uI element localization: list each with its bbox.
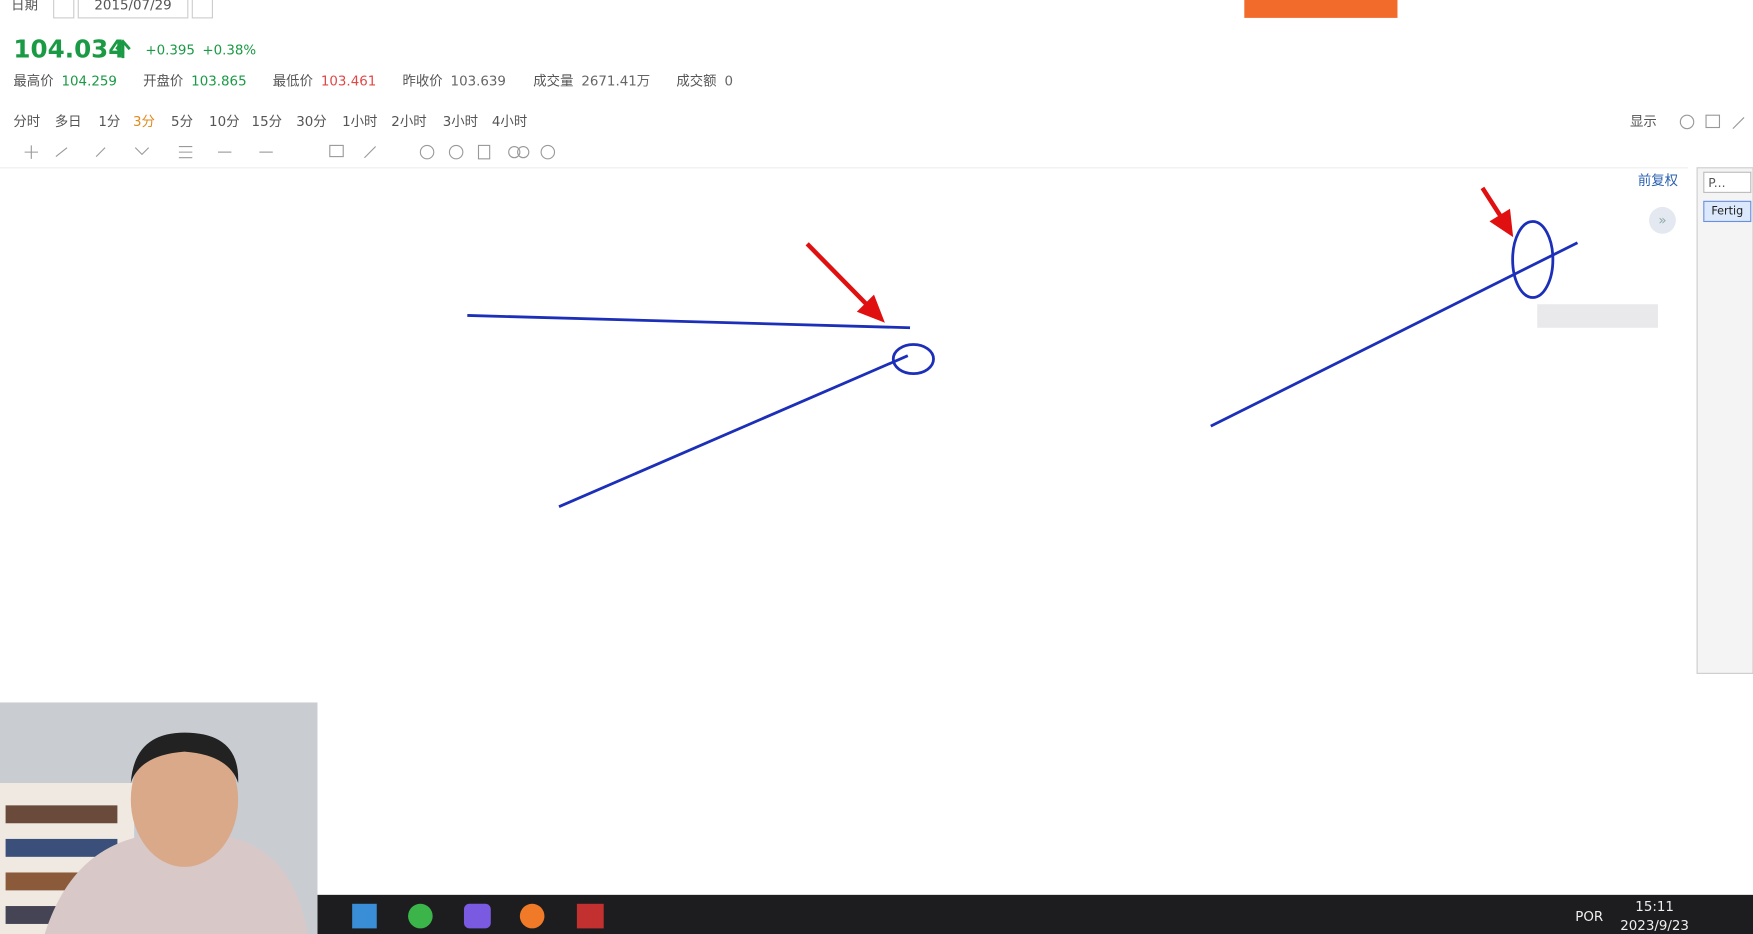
period-tab: 4小时 — [492, 114, 527, 130]
stat-label: 成交量 — [533, 73, 573, 90]
stat-value: 104.259 — [61, 75, 116, 90]
language[interactable]: POR — [1575, 910, 1603, 925]
period-tab: 分时 — [13, 114, 40, 130]
stat-label: 昨收价 — [402, 74, 442, 90]
adjust-menu[interactable]: 前复权 — [1638, 172, 1678, 189]
clock-date[interactable]: 2023/9/23 — [1620, 919, 1689, 934]
next-date[interactable] — [191, 0, 213, 19]
webcam — [0, 702, 318, 934]
period-tab: 3分 — [133, 114, 155, 130]
arrows — [805, 186, 1514, 323]
period-tab: 1小时 — [342, 114, 377, 130]
period-tab: 2小时 — [391, 114, 426, 130]
date-label: 日期 — [11, 0, 38, 14]
stat-value: 2671.41万 — [581, 75, 650, 90]
price: 104.034 — [13, 34, 125, 63]
change-pct: +0.38% — [202, 43, 256, 58]
period-tab: 10分 — [209, 114, 239, 130]
period-tab: 多日 — [55, 113, 82, 130]
tool-search[interactable]: P... — [1708, 176, 1725, 190]
stat-label: 开盘价 — [143, 73, 183, 90]
tool-done[interactable]: Fertig — [1711, 204, 1743, 217]
banner — [1244, 0, 1398, 18]
stat-label: 最低价 — [273, 74, 313, 90]
period-tab: 1分 — [98, 114, 120, 130]
tool-icons — [24, 114, 1745, 160]
taskbar-icons — [352, 903, 604, 929]
up-arrow — [115, 39, 131, 59]
change: +0.395 — [145, 43, 195, 58]
draw-toolbar: P... Fertig — [1696, 167, 1753, 674]
stat-label: 成交额 — [676, 73, 717, 90]
period-tab: 3小时 — [443, 114, 478, 130]
period-tab: 30分 — [296, 114, 326, 130]
user-drawings — [467, 220, 1579, 508]
date-box[interactable] — [77, 0, 189, 19]
stat-label: 最高价 — [13, 73, 53, 90]
period-tab: 5分 — [171, 114, 193, 130]
prev-date[interactable] — [53, 0, 75, 19]
stat-value: 103.639 — [451, 75, 506, 90]
period-tab: 15分 — [252, 114, 282, 130]
expand-button[interactable] — [1649, 206, 1676, 234]
stat-value: 0 — [724, 75, 733, 90]
overlay-box — [1537, 304, 1658, 328]
expand-icon: » — [1658, 213, 1666, 228]
clock-time[interactable]: 15:11 — [1635, 900, 1674, 915]
stat-value: 103.865 — [191, 75, 246, 90]
date: 2015/07/29 — [94, 0, 171, 14]
display-menu[interactable]: 显示 — [1630, 115, 1657, 130]
stat-value: 103.461 — [321, 75, 376, 90]
